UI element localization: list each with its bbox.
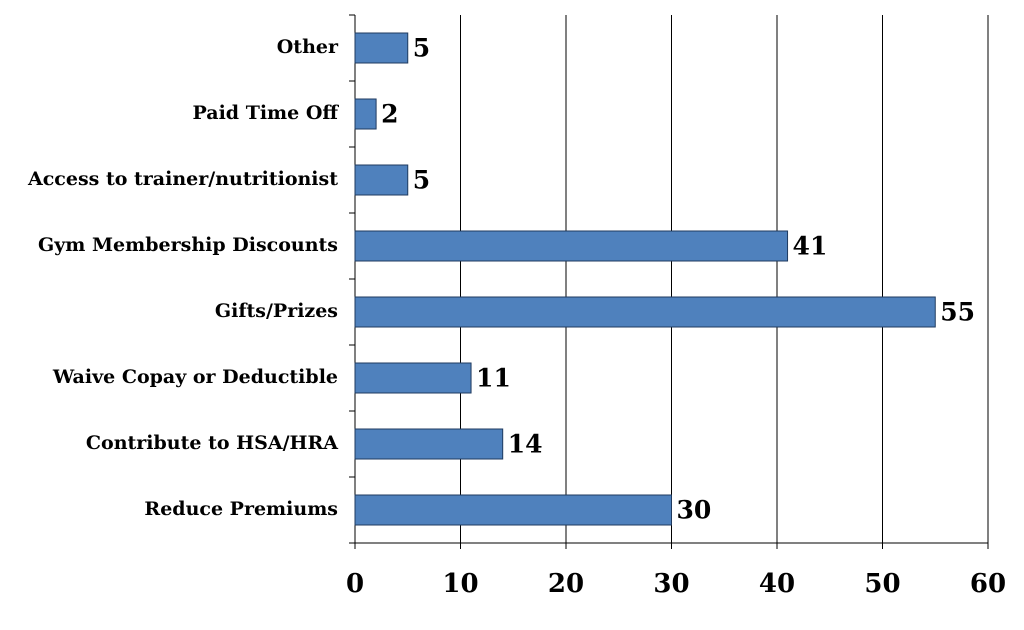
bar xyxy=(354,494,672,526)
x-tick-label: 40 xyxy=(759,569,795,599)
x-tick-label: 20 xyxy=(548,569,584,599)
y-tick-label: Gifts/Prizes xyxy=(215,300,338,322)
bar xyxy=(354,98,377,130)
x-tick-label: 0 xyxy=(346,569,364,599)
y-tick-label: Contribute to HSA/HRA xyxy=(86,432,338,454)
value-label: 55 xyxy=(940,298,975,327)
value-label: 2 xyxy=(381,100,398,129)
value-label: 41 xyxy=(793,232,828,261)
x-tick-label: 60 xyxy=(970,569,1006,599)
x-tick-label: 50 xyxy=(864,569,900,599)
value-label: 30 xyxy=(677,496,712,525)
bar xyxy=(354,296,936,328)
y-tick-label: Other xyxy=(277,36,339,58)
bar xyxy=(354,428,504,460)
bar xyxy=(354,230,789,262)
y-tick-label: Access to trainer/nutritionist xyxy=(27,168,338,190)
y-tick-label: Waive Copay or Deductible xyxy=(52,366,338,388)
value-label: 14 xyxy=(508,430,543,459)
y-tick-label: Reduce Premiums xyxy=(144,498,338,520)
bar xyxy=(354,362,472,394)
value-label: 5 xyxy=(413,34,430,63)
y-tick-label: Gym Membership Discounts xyxy=(38,234,338,256)
bar xyxy=(354,32,409,64)
bar xyxy=(354,164,409,196)
x-tick-label: 30 xyxy=(653,569,689,599)
x-tick-label: 10 xyxy=(442,569,478,599)
y-tick-label: Paid Time Off xyxy=(192,102,339,124)
value-label: 5 xyxy=(413,166,430,195)
value-label: 11 xyxy=(476,364,511,393)
